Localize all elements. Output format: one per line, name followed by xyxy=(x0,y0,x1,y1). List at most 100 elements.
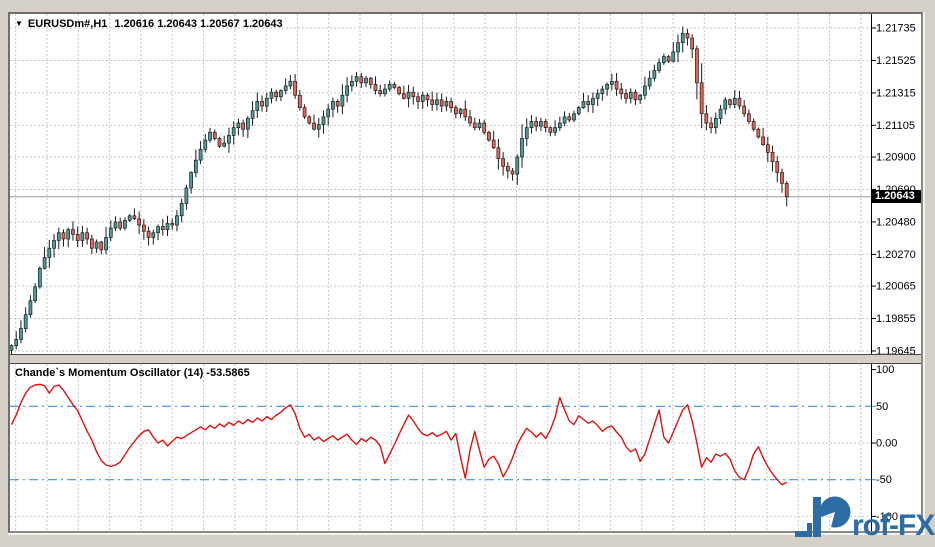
price-axis-label: 1.21105 xyxy=(876,120,915,132)
candle-body xyxy=(539,121,543,127)
candle-body xyxy=(449,101,453,108)
candle-body xyxy=(425,94,430,101)
candle-body xyxy=(38,267,42,288)
candle-body xyxy=(458,108,463,115)
current-price-tag: 1.20643 xyxy=(871,190,921,203)
candle-body xyxy=(255,101,260,112)
candle-body xyxy=(316,124,321,130)
candle-body xyxy=(628,91,633,99)
candle-body xyxy=(302,107,307,118)
candle-body xyxy=(619,88,624,95)
candle-body xyxy=(227,135,231,144)
candle-body xyxy=(666,56,671,62)
candle-body xyxy=(723,99,728,110)
candle-body xyxy=(364,77,368,84)
candle-body xyxy=(151,232,156,238)
candle-body xyxy=(279,90,283,98)
candle-body xyxy=(368,77,373,85)
candle-body xyxy=(510,170,515,175)
candle-body xyxy=(321,116,326,125)
candle-body xyxy=(392,84,397,88)
candle-body xyxy=(156,226,160,234)
panel-splitter[interactable] xyxy=(10,355,921,363)
candle-body xyxy=(217,138,222,147)
candle-body xyxy=(94,241,99,249)
candle-body xyxy=(113,221,118,229)
candle-body xyxy=(780,172,784,184)
candle-body xyxy=(340,94,345,107)
candle-body xyxy=(71,229,75,235)
ohlc-values-label: 1.20616 1.20643 1.20567 1.20643 xyxy=(114,18,283,30)
candle-body xyxy=(288,80,293,87)
candle-body xyxy=(728,99,732,105)
candle-body xyxy=(401,93,406,99)
candle-body xyxy=(633,91,638,101)
indicator-panel[interactable]: 100 50 0.00 -50 -100 Chande`s Momentum Oscil… xyxy=(10,363,921,531)
indicator-axis-label: 100 xyxy=(876,364,894,376)
candle-body xyxy=(212,131,217,139)
candle-body xyxy=(543,121,548,129)
candle-body xyxy=(761,136,765,146)
candle-body xyxy=(264,97,269,107)
candle-body xyxy=(179,203,184,217)
candle-body xyxy=(718,108,723,119)
candle-body xyxy=(33,286,37,302)
price-axis-label: 1.21315 xyxy=(876,87,916,99)
price-axis-label: 1.20900 xyxy=(876,152,916,164)
candle-body xyxy=(491,139,496,149)
candle-body xyxy=(529,121,534,129)
candle-body xyxy=(742,105,747,115)
candle-body xyxy=(477,122,482,129)
cmo-line xyxy=(10,383,788,486)
candle-body xyxy=(28,300,33,316)
candle-body xyxy=(118,221,123,229)
candle-body xyxy=(175,215,179,226)
candle-body xyxy=(439,99,444,107)
candle-body xyxy=(19,328,23,340)
candle-body xyxy=(661,56,666,64)
candle-body xyxy=(80,232,85,241)
candle-body xyxy=(194,159,198,173)
candle-body xyxy=(657,62,661,71)
candle-body xyxy=(269,91,274,99)
candle-body xyxy=(108,227,113,238)
candle-body xyxy=(614,80,619,90)
price-chart-panel[interactable]: 1.21735 1.21525 1.21315 1.21105 1.20900 1.206… xyxy=(10,14,921,355)
candle-body xyxy=(236,122,241,129)
candle-body xyxy=(704,113,709,124)
candle-body xyxy=(775,161,780,173)
candle-body xyxy=(335,101,340,107)
price-axis-label: 1.21525 xyxy=(876,55,916,67)
candle-body xyxy=(548,127,553,133)
chart-frame: 1.21735 1.21525 1.21315 1.21105 1.20900 1.206… xyxy=(8,12,923,533)
candle-body xyxy=(312,122,316,130)
candle-body xyxy=(293,80,297,96)
candle-body xyxy=(142,224,146,232)
candle-body xyxy=(572,113,576,121)
candle-body xyxy=(680,33,685,44)
logo-p-pac-circle xyxy=(819,496,851,528)
logo-text: rof-FX xyxy=(852,509,935,542)
candle-body xyxy=(435,99,439,105)
candle-body xyxy=(624,93,628,99)
candle-body xyxy=(354,76,359,82)
candle-body xyxy=(595,93,600,99)
candle-body xyxy=(90,238,94,249)
logo-underscore-tick xyxy=(807,523,812,537)
candle-body xyxy=(297,94,302,108)
candle-body xyxy=(75,233,80,241)
candle-body xyxy=(10,345,14,351)
candle-body xyxy=(765,144,770,153)
candle-body xyxy=(652,70,657,79)
candle-body xyxy=(557,122,562,129)
symbol-dropdown-icon[interactable]: ▼ xyxy=(15,19,23,28)
candle-body xyxy=(127,215,132,221)
candle-body xyxy=(524,127,529,139)
candle-body xyxy=(482,122,487,133)
price-chart-svg: 1.21735 1.21525 1.21315 1.21105 1.20900 1.206… xyxy=(10,14,916,354)
candle-body xyxy=(47,247,52,258)
candle-body xyxy=(326,108,331,118)
price-axis-label: 1.21735 xyxy=(876,23,916,35)
candle-body xyxy=(430,99,435,105)
candle-body xyxy=(676,42,680,53)
